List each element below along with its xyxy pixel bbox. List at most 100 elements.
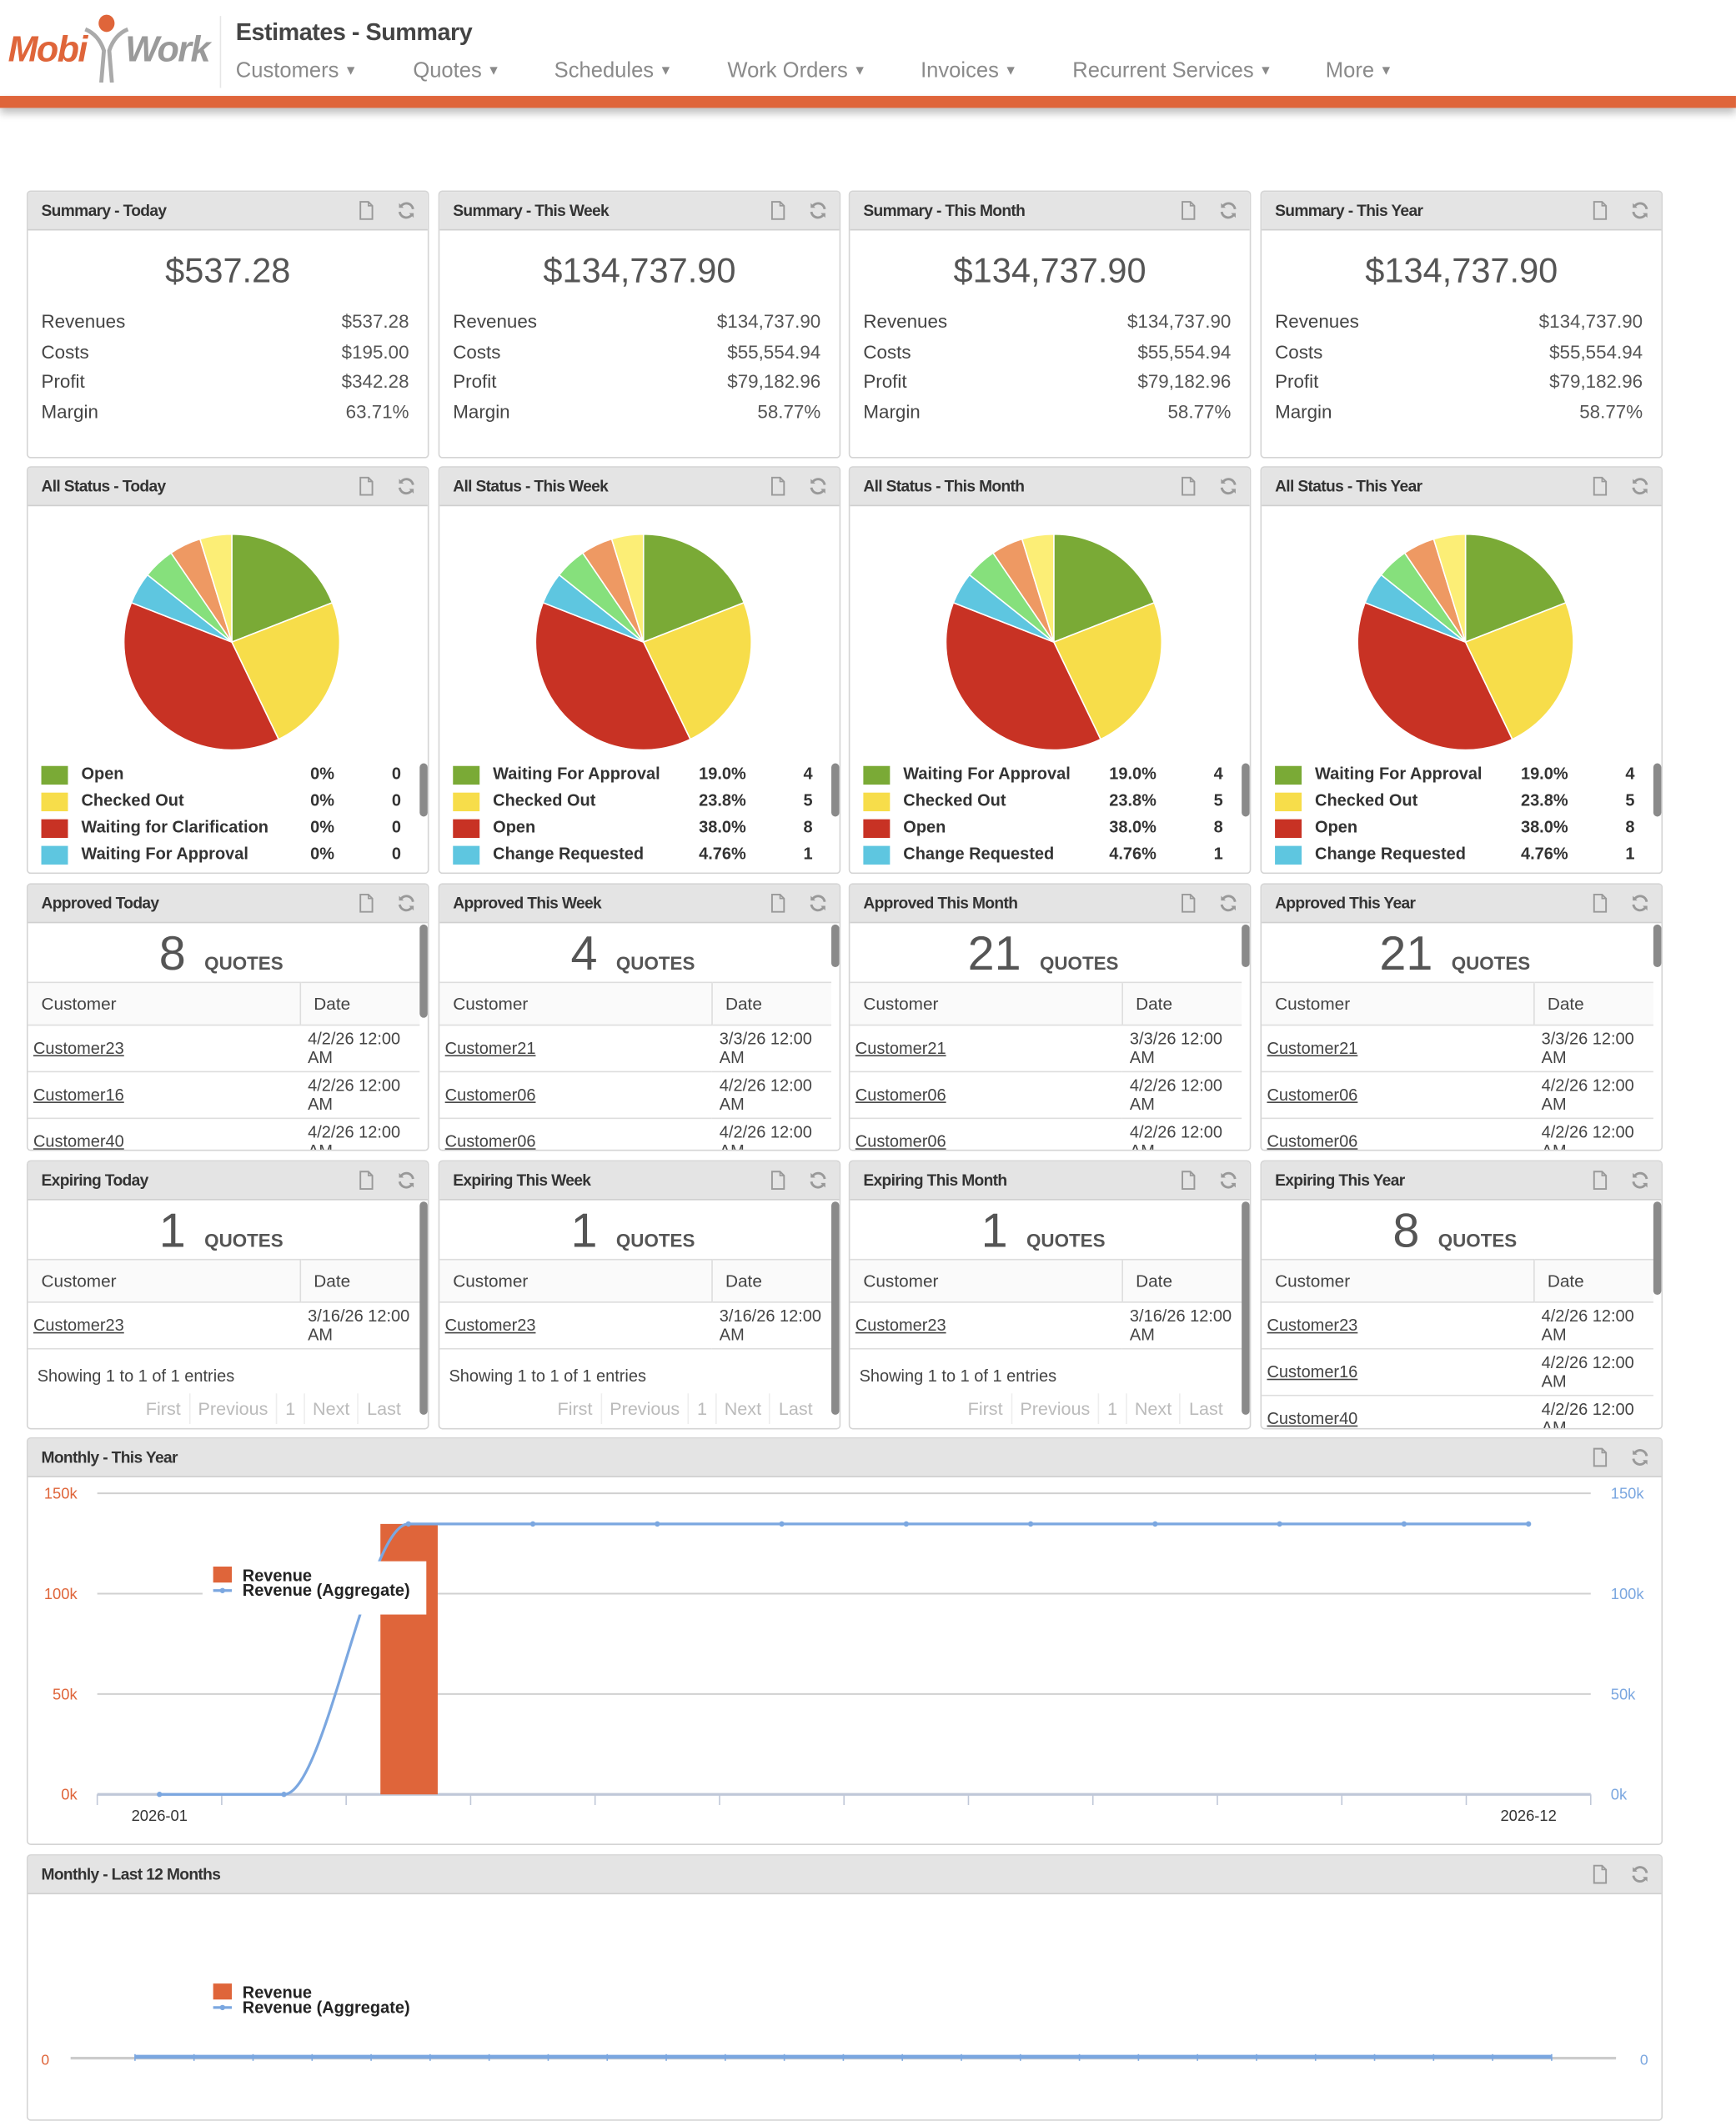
scrollbar[interactable] xyxy=(419,763,428,817)
pager-1[interactable]: 1 xyxy=(687,1393,715,1425)
refresh-icon[interactable] xyxy=(1629,1863,1651,1885)
pie-slice[interactable] xyxy=(642,533,745,644)
pie-slice[interactable] xyxy=(945,601,1102,751)
pie-slice[interactable] xyxy=(534,601,691,751)
scrollbar[interactable] xyxy=(1653,924,1662,968)
column-header-customer[interactable]: Customer xyxy=(1262,981,1534,1026)
customer-link[interactable]: Customer06 xyxy=(1267,1132,1358,1151)
column-header-date[interactable]: Date xyxy=(1121,1258,1242,1303)
export-document-icon[interactable] xyxy=(1177,893,1199,915)
refresh-icon[interactable] xyxy=(1217,475,1239,497)
export-document-icon[interactable] xyxy=(1177,200,1199,222)
scrollbar[interactable] xyxy=(419,924,428,1018)
aggregate-point[interactable] xyxy=(1401,1521,1407,1527)
export-document-icon[interactable] xyxy=(1589,1447,1611,1468)
column-header-customer[interactable]: Customer xyxy=(850,981,1122,1026)
customer-link[interactable]: Customer16 xyxy=(1267,1362,1358,1381)
pager-next[interactable]: Next xyxy=(1125,1393,1180,1425)
refresh-icon[interactable] xyxy=(396,475,418,497)
nav-item-customers[interactable]: Customers ▼ xyxy=(236,60,358,84)
refresh-icon[interactable] xyxy=(1629,1447,1651,1468)
pager-last[interactable]: Last xyxy=(357,1393,409,1425)
nav-item-recurrent-services[interactable]: Recurrent Services ▼ xyxy=(1072,60,1272,84)
column-header-customer[interactable]: Customer xyxy=(850,1258,1122,1303)
refresh-icon[interactable] xyxy=(396,200,418,222)
customer-link[interactable]: Customer06 xyxy=(444,1132,536,1151)
export-document-icon[interactable] xyxy=(1177,475,1199,497)
customer-link[interactable]: Customer23 xyxy=(33,1316,124,1335)
aggregate-point[interactable] xyxy=(157,1792,163,1798)
refresh-icon[interactable] xyxy=(1629,893,1651,915)
aggregate-point[interactable] xyxy=(1277,1521,1282,1527)
pie-slice[interactable] xyxy=(230,601,341,740)
pie-slice[interactable] xyxy=(1464,533,1568,644)
export-document-icon[interactable] xyxy=(767,475,789,497)
customer-link[interactable]: Customer23 xyxy=(33,1039,124,1058)
column-header-customer[interactable]: Customer xyxy=(28,1258,300,1303)
aggregate-point[interactable] xyxy=(655,1521,660,1527)
scrollbar[interactable] xyxy=(1242,1201,1250,1415)
pie-slice[interactable] xyxy=(231,533,334,644)
pie-slice[interactable] xyxy=(1053,533,1156,644)
nav-item-quotes[interactable]: Quotes ▼ xyxy=(413,60,500,84)
column-header-date[interactable]: Date xyxy=(710,1258,832,1303)
pager-last[interactable]: Last xyxy=(1179,1393,1232,1425)
export-document-icon[interactable] xyxy=(356,475,378,497)
aggregate-point[interactable] xyxy=(779,1521,785,1527)
column-header-customer[interactable]: Customer xyxy=(28,981,300,1026)
scrollbar[interactable] xyxy=(1242,924,1250,968)
customer-link[interactable]: Customer16 xyxy=(33,1086,124,1105)
customer-link[interactable]: Customer23 xyxy=(1267,1316,1358,1335)
refresh-icon[interactable] xyxy=(1629,475,1651,497)
scrollbar[interactable] xyxy=(1242,763,1250,817)
customer-link[interactable]: Customer06 xyxy=(855,1132,946,1151)
column-header-date[interactable]: Date xyxy=(710,981,832,1026)
aggregate-point[interactable] xyxy=(903,1521,910,1527)
pie-slice[interactable] xyxy=(123,601,280,751)
export-document-icon[interactable] xyxy=(1177,1170,1199,1191)
nav-item-more[interactable]: More ▼ xyxy=(1326,60,1392,84)
export-document-icon[interactable] xyxy=(767,1170,789,1191)
pie-slice[interactable] xyxy=(1052,601,1163,740)
refresh-icon[interactable] xyxy=(807,200,829,222)
refresh-icon[interactable] xyxy=(807,475,829,497)
pager-first[interactable]: First xyxy=(557,1398,593,1419)
export-document-icon[interactable] xyxy=(767,893,789,915)
pie-slice[interactable] xyxy=(1021,533,1055,643)
column-header-date[interactable]: Date xyxy=(299,1258,420,1303)
pie-slice[interactable] xyxy=(1464,601,1574,740)
scrollbar[interactable] xyxy=(419,1201,428,1415)
column-header-date[interactable]: Date xyxy=(1121,981,1242,1026)
aggregate-point[interactable] xyxy=(281,1792,287,1798)
export-document-icon[interactable] xyxy=(1589,1863,1611,1885)
pager-next[interactable]: Next xyxy=(715,1393,770,1425)
column-header-date[interactable]: Date xyxy=(299,981,420,1026)
aggregate-point[interactable] xyxy=(1027,1521,1034,1527)
refresh-icon[interactable] xyxy=(807,893,829,915)
column-header-customer[interactable]: Customer xyxy=(439,1258,712,1303)
column-header-customer[interactable]: Customer xyxy=(439,981,712,1026)
scrollbar[interactable] xyxy=(831,763,840,817)
export-document-icon[interactable] xyxy=(356,200,378,222)
nav-item-invoices[interactable]: Invoices ▼ xyxy=(921,60,1017,84)
refresh-icon[interactable] xyxy=(1217,1170,1239,1191)
customer-link[interactable]: Customer23 xyxy=(855,1316,946,1335)
export-document-icon[interactable] xyxy=(767,200,789,222)
column-header-date[interactable]: Date xyxy=(1533,1258,1653,1303)
aggregate-point[interactable] xyxy=(1152,1521,1158,1527)
customer-link[interactable]: Customer40 xyxy=(1267,1409,1358,1428)
refresh-icon[interactable] xyxy=(807,1170,829,1191)
customer-link[interactable]: Customer06 xyxy=(855,1086,946,1105)
aggregate-point[interactable] xyxy=(405,1521,411,1527)
pager-next[interactable]: Next xyxy=(303,1393,358,1425)
export-document-icon[interactable] xyxy=(1589,200,1611,222)
export-document-icon[interactable] xyxy=(356,1170,378,1191)
customer-link[interactable]: Customer21 xyxy=(444,1039,536,1058)
column-header-date[interactable]: Date xyxy=(1533,981,1653,1026)
export-document-icon[interactable] xyxy=(1589,1170,1611,1191)
refresh-icon[interactable] xyxy=(1629,200,1651,222)
pager-first[interactable]: First xyxy=(145,1398,181,1419)
refresh-icon[interactable] xyxy=(1629,1170,1651,1191)
customer-link[interactable]: Customer06 xyxy=(444,1086,536,1105)
pie-slice[interactable] xyxy=(610,533,645,643)
